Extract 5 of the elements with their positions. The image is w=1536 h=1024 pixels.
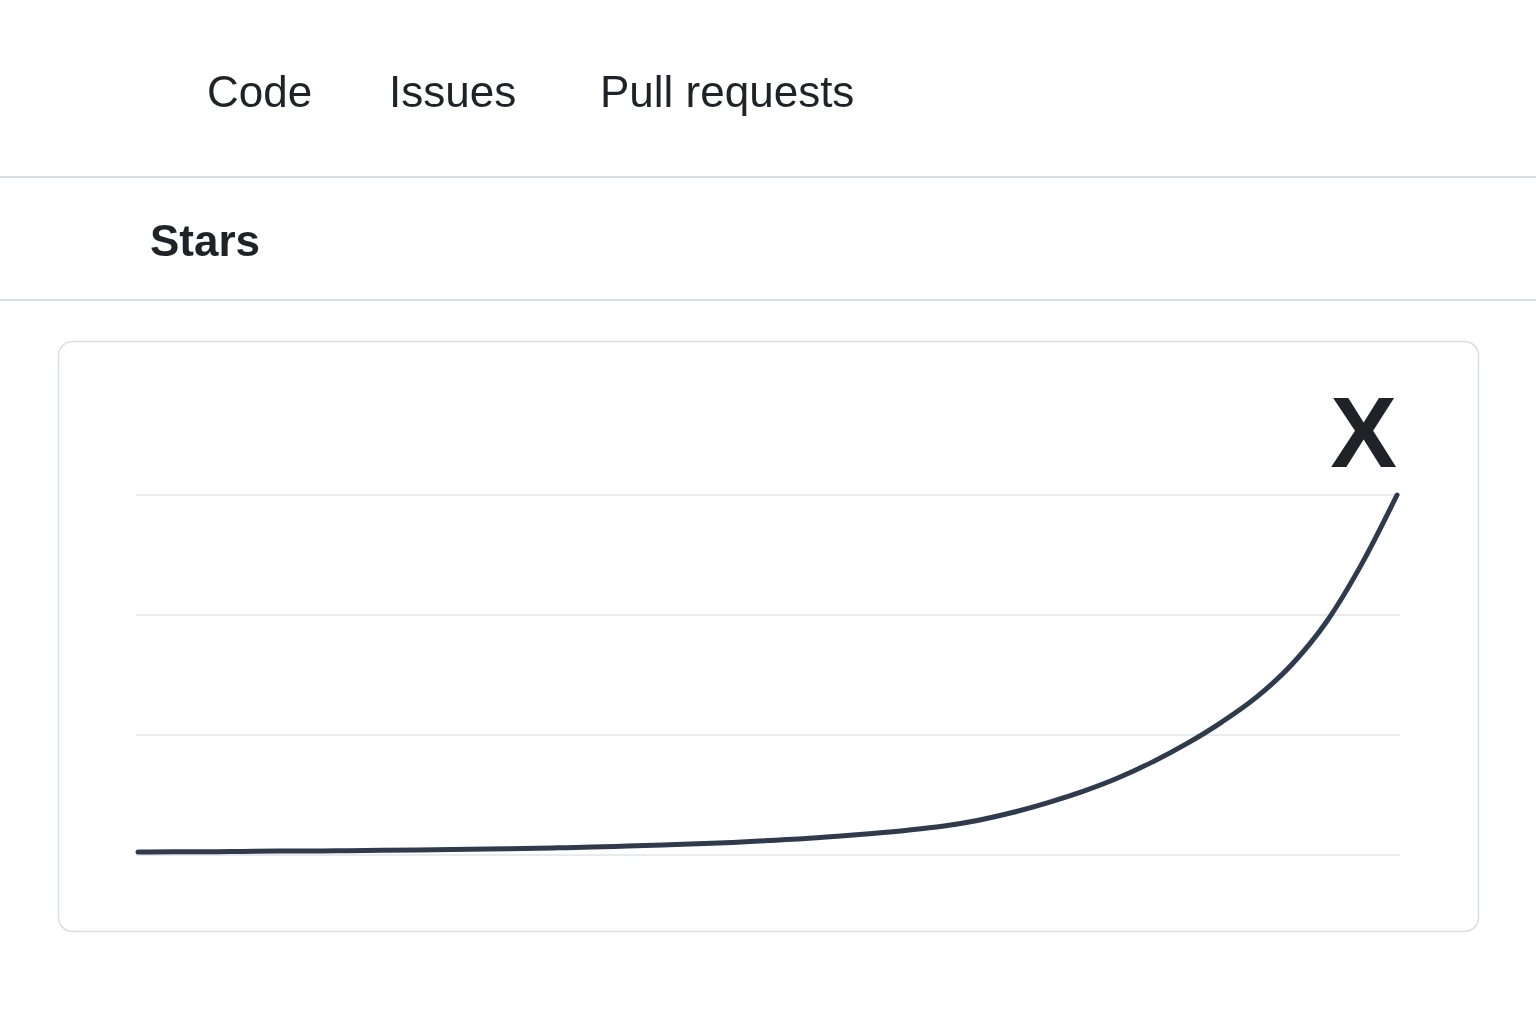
text: Issues [389, 67, 517, 116]
chart-title: Stars [150, 216, 261, 265]
text: Code [207, 67, 313, 116]
text: X [1330, 376, 1397, 488]
text: Pull requests [600, 67, 855, 116]
